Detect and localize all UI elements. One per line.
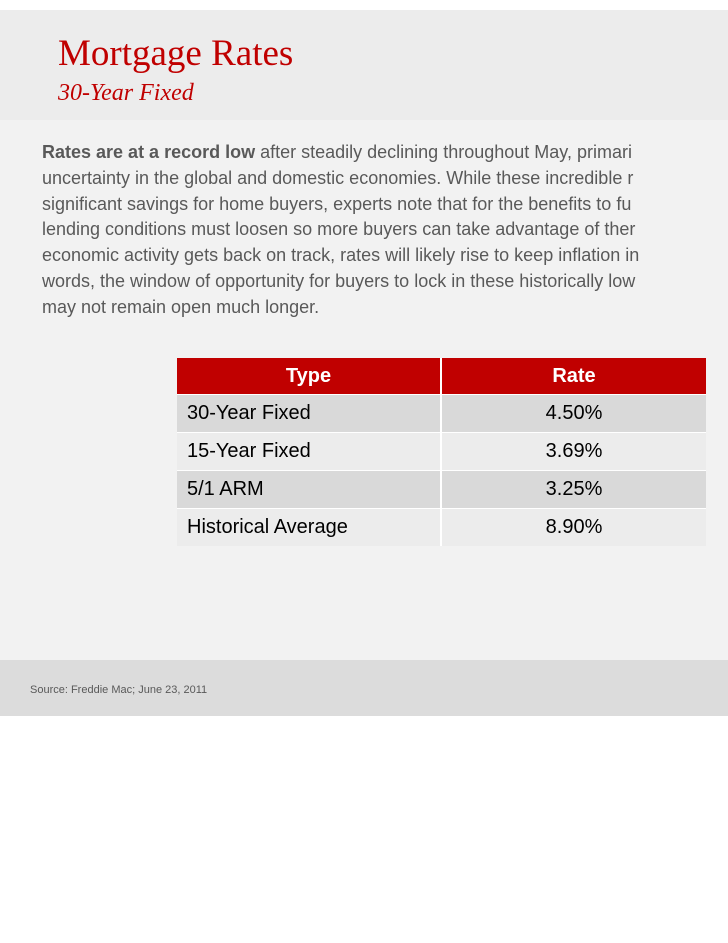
body-line: words, the window of opportunity for buy…	[42, 270, 636, 291]
cell-rate: 3.25%	[441, 470, 706, 509]
cell-type: Historical Average	[177, 508, 442, 546]
table-row: 30-Year Fixed 4.50%	[177, 394, 706, 433]
source-note: Source: Freddie Mac; June 23, 2011	[30, 684, 208, 696]
cell-type: 5/1 ARM	[177, 470, 442, 509]
table-row: 15-Year Fixed 3.69%	[177, 432, 706, 471]
footer-band: Source: Freddie Mac; June 23, 2011	[0, 660, 728, 716]
slide-subtitle: 30-Year Fixed	[58, 80, 194, 106]
body-line: economic activity gets back on track, ra…	[42, 245, 640, 266]
slide-title: Mortgage Rates	[58, 33, 294, 74]
slide: Mortgage Rates 30-Year Fixed Rates are a…	[0, 10, 728, 716]
header-rate: Rate	[441, 358, 706, 395]
body-lead: Rates are at a record low	[42, 142, 256, 162]
cell-type: 30-Year Fixed	[177, 394, 442, 433]
table-row: Historical Average 8.90%	[177, 508, 706, 546]
table-row: 5/1 ARM 3.25%	[177, 470, 706, 509]
body-line: Rates are at a record low after steadily…	[42, 140, 728, 166]
body-line: uncertainty in the global and domestic e…	[42, 167, 634, 188]
cell-rate: 4.50%	[441, 394, 706, 433]
title-band: Mortgage Rates 30-Year Fixed	[0, 10, 728, 120]
cell-rate: 8.90%	[441, 508, 706, 546]
cell-rate: 3.69%	[441, 432, 706, 471]
body-line: lending conditions must loosen so more b…	[42, 219, 636, 240]
rates-table: Type Rate 30-Year Fixed 4.50% 15-Year Fi…	[177, 358, 706, 546]
table-header-row: Type Rate	[177, 358, 706, 395]
body-line: may not remain open much longer.	[42, 296, 320, 317]
body-line: significant savings for home buyers, exp…	[42, 193, 632, 214]
header-type: Type	[177, 358, 442, 395]
body-paragraph: Rates are at a record low after steadily…	[42, 140, 728, 321]
body-line-text: after steadily declining throughout May,…	[255, 142, 632, 162]
cell-type: 15-Year Fixed	[177, 432, 442, 471]
